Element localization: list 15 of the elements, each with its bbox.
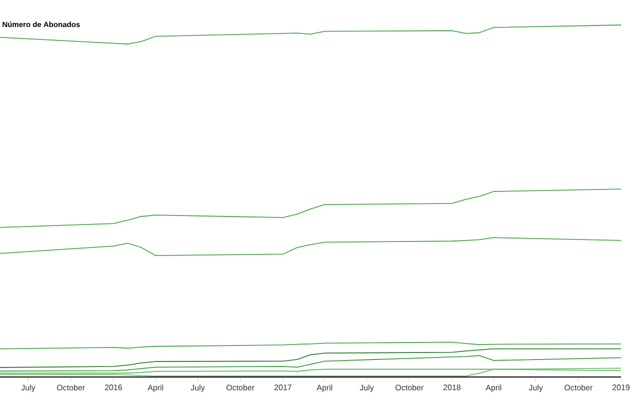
x-tick-label: April	[148, 384, 164, 392]
x-tick-label: July	[190, 384, 205, 392]
x-tick-label: 2017	[274, 384, 292, 390]
x-tick-label: April	[486, 384, 502, 392]
x-tick-label: 2018	[443, 384, 461, 390]
x-tick-label: October	[226, 384, 254, 390]
x-tick-label: July	[360, 384, 374, 392]
x-tick-label: October	[564, 384, 592, 390]
x-tick-label: July	[21, 384, 36, 392]
x-tick-label: April	[316, 384, 332, 392]
x-tick-label: 2016	[104, 384, 122, 390]
x-tick-label: July	[528, 384, 543, 392]
x-tick-label: 2019	[612, 384, 630, 390]
x-tick-label: October	[396, 384, 424, 390]
x-tick-label: October	[57, 384, 85, 390]
